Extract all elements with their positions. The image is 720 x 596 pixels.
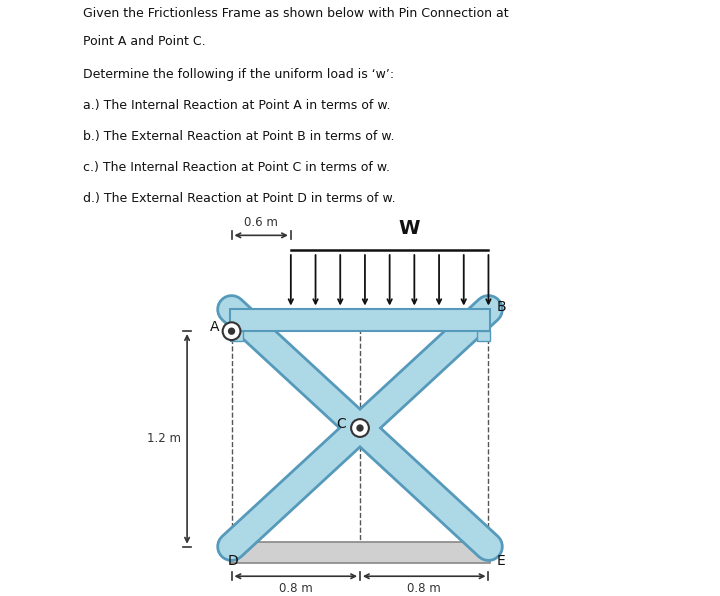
Text: Point A and Point C.: Point A and Point C. <box>83 35 205 48</box>
Text: c.) The Internal Reaction at Point C in terms of w.: c.) The Internal Reaction at Point C in … <box>83 161 390 174</box>
Text: B: B <box>496 300 506 315</box>
Text: A: A <box>210 320 220 334</box>
Text: Given the Frictionless Frame as shown below with Pin Connection at: Given the Frictionless Frame as shown be… <box>83 7 508 20</box>
Text: E: E <box>496 554 505 569</box>
Text: Determine the following if the uniform load is ‘w’:: Determine the following if the uniform l… <box>83 69 394 82</box>
Bar <box>230 331 243 341</box>
Text: a.) The Internal Reaction at Point A in terms of w.: a.) The Internal Reaction at Point A in … <box>83 99 390 112</box>
Text: 0.8 m: 0.8 m <box>279 582 312 595</box>
Circle shape <box>228 328 235 334</box>
Bar <box>230 542 490 563</box>
Text: b.) The External Reaction at Point B in terms of w.: b.) The External Reaction at Point B in … <box>83 130 395 143</box>
Text: C: C <box>336 417 346 431</box>
Circle shape <box>357 425 363 431</box>
Text: D: D <box>228 554 238 569</box>
Text: 1.2 m: 1.2 m <box>147 432 181 445</box>
Text: W: W <box>399 219 420 238</box>
Text: d.) The External Reaction at Point D in terms of w.: d.) The External Reaction at Point D in … <box>83 192 395 205</box>
Bar <box>230 309 490 331</box>
Circle shape <box>351 419 369 437</box>
Text: 0.6 m: 0.6 m <box>244 216 278 229</box>
Circle shape <box>222 322 240 340</box>
Text: 0.8 m: 0.8 m <box>408 582 441 595</box>
Bar <box>477 331 490 341</box>
